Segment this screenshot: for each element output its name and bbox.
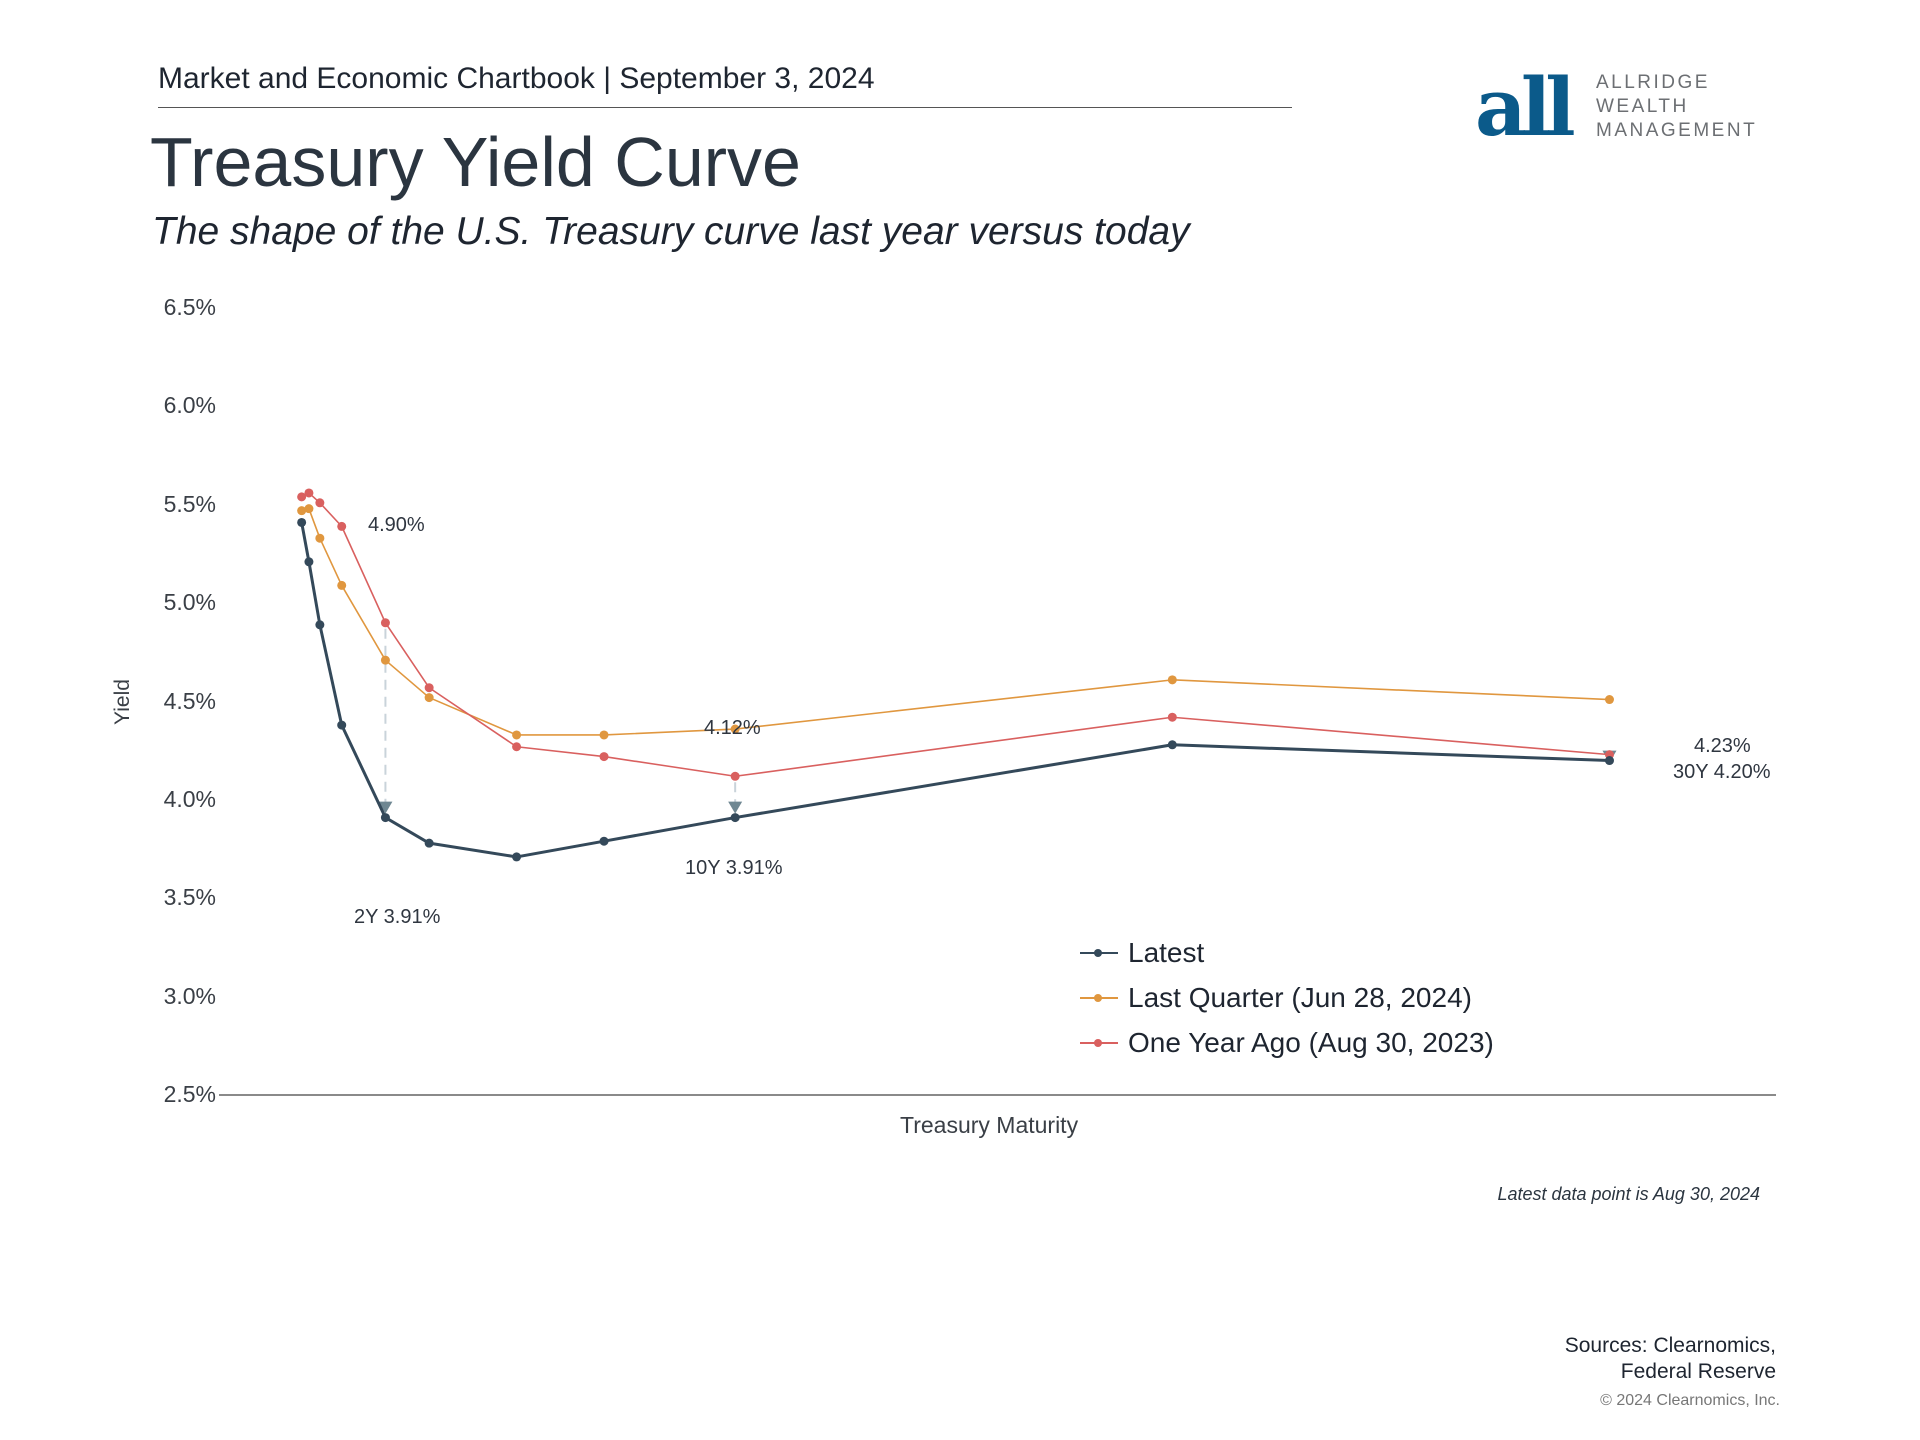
data-point-1-7Y [599,730,609,740]
data-point-1-2Y [380,655,390,665]
change-arrow-icon [378,801,393,814]
data-point-0-7Y [599,836,609,846]
data-point-0-6M [315,620,325,630]
y-tick-label: 6.5% [163,294,216,320]
data-point-2-10Y [730,771,740,781]
legend-label: Last Quarter (Jun 28, 2024) [1128,982,1472,1013]
y-tick-label: 2.5% [163,1081,216,1107]
y-tick-label: 3.5% [163,884,216,911]
data-point-2-5Y [512,742,522,752]
data-point-2-3Y [424,683,434,693]
data-point-1-20Y [1167,675,1177,685]
data-point-0-2Y [380,813,390,823]
legend-swatch-one-year-ago [1080,1036,1118,1050]
y-tick-label: 6.0% [163,392,216,419]
data-point-0-3Y [424,838,434,848]
y-tick-label: 4.5% [163,687,216,714]
data-point-1-5Y [512,730,522,740]
company-logo: all ALLRIDGE WEALTH MANAGEMENT [1475,60,1815,154]
chartbook-header: Market and Economic Chartbook | Septembe… [158,62,875,95]
series-line-1 [301,507,1610,736]
annotation-10y-prev: 4.12% [704,717,761,739]
annotation-30y-latest: 30Y 4.20% [1673,761,1771,783]
data-point-1-30Y [1604,695,1614,705]
data-point-0-1M [297,517,307,527]
data-point-2-1Y [337,521,347,531]
data-point-2-2Y [380,618,390,628]
page-title: Treasury Yield Curve [150,123,801,201]
data-point-1-10Y [730,724,740,734]
legend-item-one-year-ago: One Year Ago (Aug 30, 2023) [1080,1027,1494,1059]
y-axis-label: Yield [110,679,134,725]
legend-label: Latest [1128,937,1205,968]
data-point-2-1M [297,492,307,502]
annotation-30y-prev: 4.23% [1694,735,1751,757]
series-line-2 [301,492,1610,778]
logo-text-line: MANAGEMENT [1596,120,1758,141]
data-point-1-1Y [337,580,347,590]
data-point-1-1M [297,506,307,516]
legend-label: One Year Ago (Aug 30, 2023) [1128,1027,1494,1058]
data-point-0-10Y [730,813,740,823]
data-point-1-3M [304,504,314,514]
x-axis-label: Treasury Maturity [900,1112,1079,1138]
sources: Sources: Clearnomics, Federal Reserve [1565,1333,1776,1385]
data-point-0-5Y [512,852,522,862]
y-tick-label: 3.0% [163,982,216,1009]
sources-line: Federal Reserve [1620,1360,1776,1383]
data-point-0-20Y [1167,740,1177,750]
legend-swatch-latest [1080,946,1118,960]
sources-line: Sources: Clearnomics, [1564,1334,1776,1357]
change-arrow-icon [728,801,743,814]
logo-text-line: WEALTH [1596,96,1689,117]
latest-data-note: Latest data point is Aug 30, 2024 [1497,1184,1760,1204]
data-point-2-3M [304,488,314,498]
y-tick-label: 5.5% [163,490,216,517]
data-point-2-6M [315,498,325,508]
data-point-1-3Y [424,693,434,703]
legend-item-last-quarter: Last Quarter (Jun 28, 2024) [1080,982,1472,1014]
data-point-2-7Y [599,752,609,762]
data-point-0-3M [304,557,314,567]
header-divider [158,107,1292,108]
logo-mark: all [1475,60,1576,154]
data-point-1-6M [315,533,325,543]
legend-swatch-last-quarter [1080,991,1118,1005]
annotation-2y-latest: 2Y 3.91% [354,906,441,928]
annotation-10y-latest: 10Y 3.91% [685,857,783,879]
data-point-0-30Y [1604,756,1614,766]
y-tick-label: 4.0% [163,785,216,812]
series-line-0 [300,522,1610,859]
annotation-2y-prev: 4.90% [368,514,425,536]
legend-item-latest: Latest [1080,937,1204,969]
data-point-2-20Y [1167,712,1177,722]
copyright: © 2024 Clearnomics, Inc. [1600,1392,1780,1409]
page-subtitle: The shape of the U.S. Treasury curve las… [152,210,1190,253]
y-tick-label: 5.0% [163,589,216,616]
data-point-0-1Y [337,720,347,730]
logo-text-line: ALLRIDGE [1596,72,1710,93]
